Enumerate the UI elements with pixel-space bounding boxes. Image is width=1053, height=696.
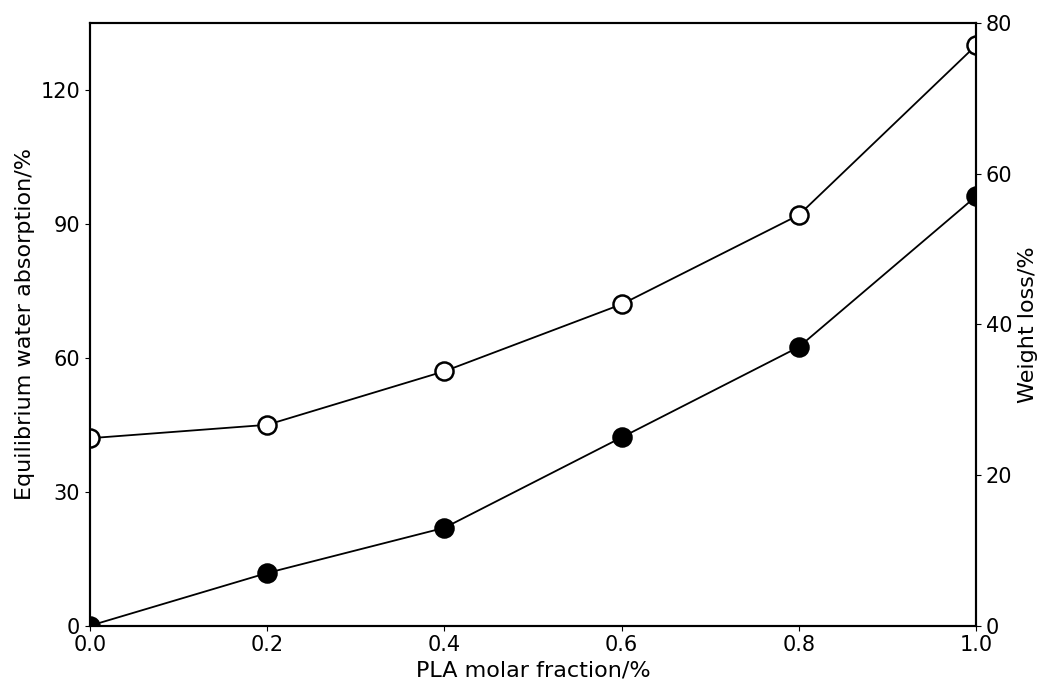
Y-axis label: Equilibrium water absorption/%: Equilibrium water absorption/%	[15, 148, 35, 500]
Y-axis label: Weight loss/%: Weight loss/%	[1018, 246, 1038, 403]
X-axis label: PLA molar fraction/%: PLA molar fraction/%	[416, 661, 651, 681]
